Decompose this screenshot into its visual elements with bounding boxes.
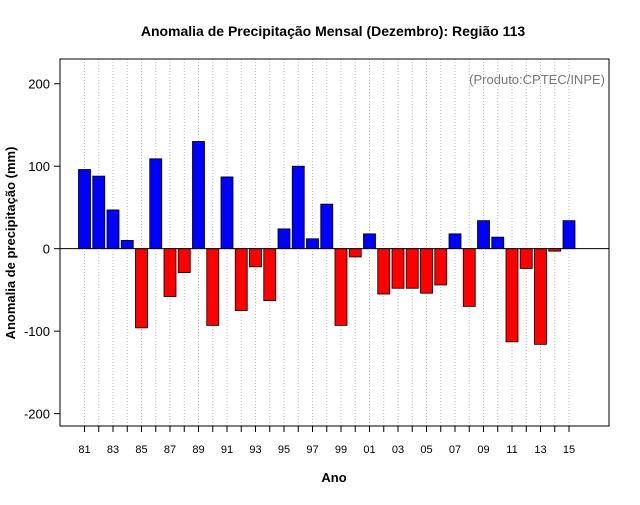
bar-2009: [477, 220, 490, 250]
bar-1987: [163, 248, 177, 297]
bar-2003: [391, 248, 405, 289]
chart-title: Anomalia de Precipitação Mensal (Dezembr…: [141, 23, 526, 39]
bar-1998: [320, 203, 334, 250]
xtick-label-01: 01: [363, 444, 375, 456]
bar-2004: [405, 248, 419, 289]
bar-1981: [78, 169, 91, 250]
xtick-label-93: 93: [249, 444, 261, 456]
bar-2001: [363, 233, 376, 250]
bar-1986: [149, 158, 163, 250]
xtick-label-89: 89: [192, 444, 204, 456]
xtick-label-99: 99: [335, 444, 347, 456]
bar-2012: [519, 248, 533, 269]
xtick-label-13: 13: [534, 444, 546, 456]
bar-2013: [534, 248, 547, 345]
bar-2005: [420, 248, 433, 294]
xtick-label-15: 15: [563, 444, 575, 456]
xtick-label-85: 85: [135, 444, 147, 456]
x-axis-label: Ano: [321, 470, 346, 485]
xtick-label-07: 07: [449, 444, 461, 456]
bar-1982: [92, 175, 106, 250]
ytick-label-100: 100: [28, 159, 50, 174]
bar-2015: [562, 220, 576, 250]
plot-frame: [59, 58, 610, 427]
bar-1991: [220, 176, 234, 250]
xtick-label-91: 91: [221, 444, 233, 456]
bar-2002: [377, 248, 391, 295]
bar-2010: [491, 236, 505, 250]
xtick-label-09: 09: [477, 444, 489, 456]
bars: [78, 141, 576, 345]
bar-1990: [206, 248, 220, 326]
xtick-label-97: 97: [306, 444, 318, 456]
xtick-label-81: 81: [78, 444, 90, 456]
x-axis-ticks: 81 83 85 87 89 91 93 95 97 99 01 03 05 07 09 11 13 15: [78, 426, 575, 456]
ytick-label--100: -100: [24, 324, 50, 339]
bar-1988: [177, 248, 191, 274]
bar-1985: [135, 248, 148, 329]
bar-1984: [120, 240, 134, 250]
y-axis-ticks: -200 -100 0 100 200: [24, 77, 60, 422]
ytick-label-200: 200: [28, 77, 50, 92]
xtick-label-87: 87: [164, 444, 176, 456]
bar-2006: [434, 248, 448, 286]
bar-1989: [192, 141, 205, 250]
bar-1992: [234, 248, 248, 311]
bar-2000: [348, 248, 362, 258]
bar-1995: [277, 228, 291, 250]
bar-1999: [334, 248, 348, 326]
source-annotation: (Produto:CPTEC/INPE): [469, 72, 605, 87]
bar-2011: [505, 248, 519, 343]
bar-2008: [462, 248, 476, 307]
xtick-label-95: 95: [278, 444, 290, 456]
bar-1996: [291, 165, 305, 250]
xtick-label-05: 05: [420, 444, 432, 456]
bar-1983: [106, 209, 120, 250]
ytick-label-0: 0: [43, 242, 50, 257]
bar-1994: [263, 248, 277, 302]
bar-1997: [306, 238, 319, 250]
xtick-label-11: 11: [506, 444, 517, 456]
xtick-label-03: 03: [392, 444, 404, 456]
y-axis-label: Anomalia de precipitação (mm): [3, 147, 18, 340]
xtick-label-83: 83: [107, 444, 119, 456]
bar-1993: [249, 248, 262, 268]
bar-2007: [448, 233, 462, 250]
ytick-label--200: -200: [24, 407, 50, 422]
